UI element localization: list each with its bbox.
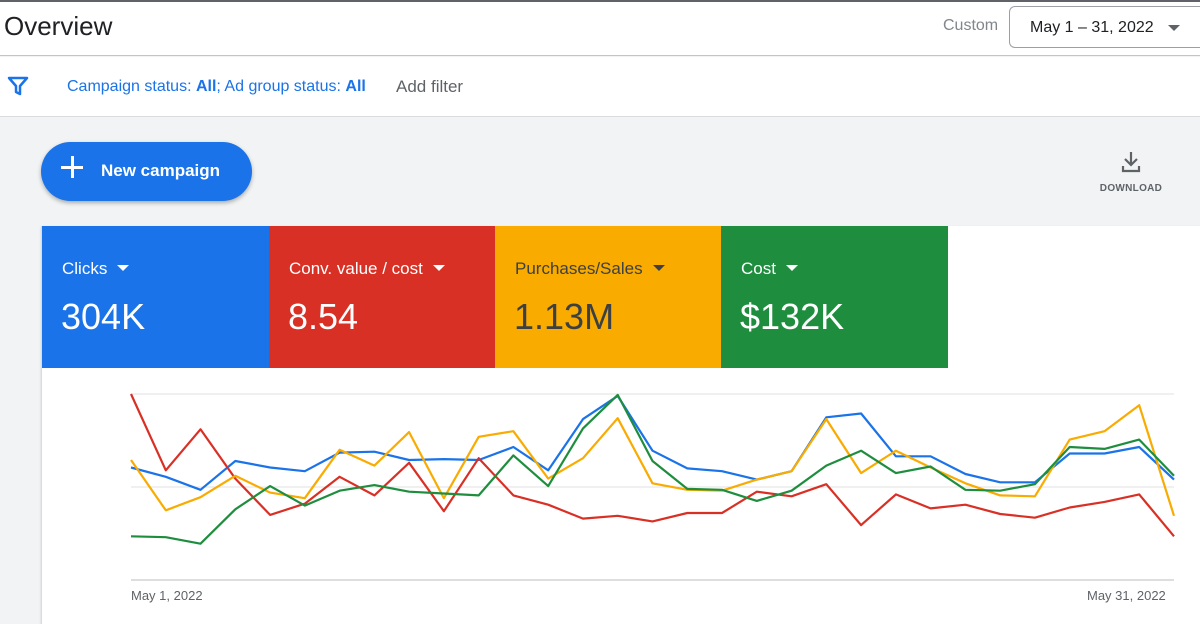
scorecard-purchases-sales-value: 1.13M	[514, 296, 615, 337]
scorecard-conv-value-cost[interactable]: Conv. value / cost 8.54	[269, 226, 495, 368]
series-line-0	[130, 394, 1175, 491]
scorecard-conv-value-cost-value: 8.54	[288, 296, 359, 337]
scorecard-cost-label-text: Cost	[741, 259, 776, 278]
scorecard-clicks-label[interactable]: Clicks	[62, 259, 130, 279]
scorecard-cost[interactable]: Cost $132K	[721, 226, 948, 368]
campaign-status-value: All	[195, 78, 217, 95]
active-filters[interactable]: Campaign status: All; Ad group status: A…	[67, 78, 366, 96]
download-icon	[1121, 152, 1141, 173]
campaign-status-label: Campaign status:	[67, 78, 196, 95]
filter-icon[interactable]	[7, 75, 29, 97]
performance-card: Clicks 304K Conv. value / cost 8.54 Purc…	[41, 226, 1200, 624]
x-axis-end-label: May 31, 2022	[1087, 588, 1166, 603]
performance-line-chart	[129, 393, 1176, 581]
new-campaign-label: New campaign	[101, 161, 221, 180]
date-range-picker[interactable]: May 1 – 31, 2022	[1009, 6, 1200, 48]
scorecard-conv-value-cost-label-text: Conv. value / cost	[289, 259, 423, 278]
series-line-2	[130, 404, 1176, 517]
scorecard-cost-label[interactable]: Cost	[741, 259, 798, 279]
series-line-3	[130, 393, 1175, 545]
ad-group-status-value: All	[345, 78, 366, 95]
download-label: DOWNLOAD	[1099, 183, 1163, 194]
caret-down-icon	[432, 265, 445, 271]
scorecard-purchases-sales-label[interactable]: Purchases/Sales	[515, 259, 665, 279]
caret-down-icon	[117, 265, 130, 271]
date-range-value: May 1 – 31, 2022	[1030, 19, 1154, 36]
scorecard-purchases-sales-label-text: Purchases/Sales	[515, 259, 643, 278]
scorecard-cost-value: $132K	[740, 296, 845, 337]
caret-down-icon	[785, 265, 798, 271]
ad-group-status-label: Ad group status:	[224, 78, 346, 95]
add-filter-button[interactable]: Add filter	[396, 77, 464, 96]
series-line-1	[129, 393, 1175, 538]
caret-down-icon	[652, 265, 665, 271]
new-campaign-button[interactable]: New campaign	[41, 142, 252, 201]
scorecard-clicks[interactable]: Clicks 304K	[42, 226, 269, 368]
x-axis-start-label: May 1, 2022	[131, 588, 203, 603]
scorecard-clicks-value: 304K	[61, 296, 146, 337]
date-range-type-label: Custom	[943, 17, 999, 34]
filter-separator: ;	[216, 78, 225, 95]
scorecard-conv-value-cost-label[interactable]: Conv. value / cost	[289, 259, 445, 279]
download-button[interactable]: DOWNLOAD	[1095, 150, 1167, 200]
plus-icon	[61, 156, 83, 178]
chevron-down-icon	[1168, 25, 1180, 31]
filter-bar: Campaign status: All; Ad group status: A…	[0, 57, 1200, 117]
scorecard-clicks-label-text: Clicks	[62, 259, 108, 278]
page-title: Overview	[4, 11, 113, 41]
header: Overview Custom May 1 – 31, 2022	[0, 2, 1200, 56]
scorecard-purchases-sales[interactable]: Purchases/Sales 1.13M	[495, 226, 721, 368]
